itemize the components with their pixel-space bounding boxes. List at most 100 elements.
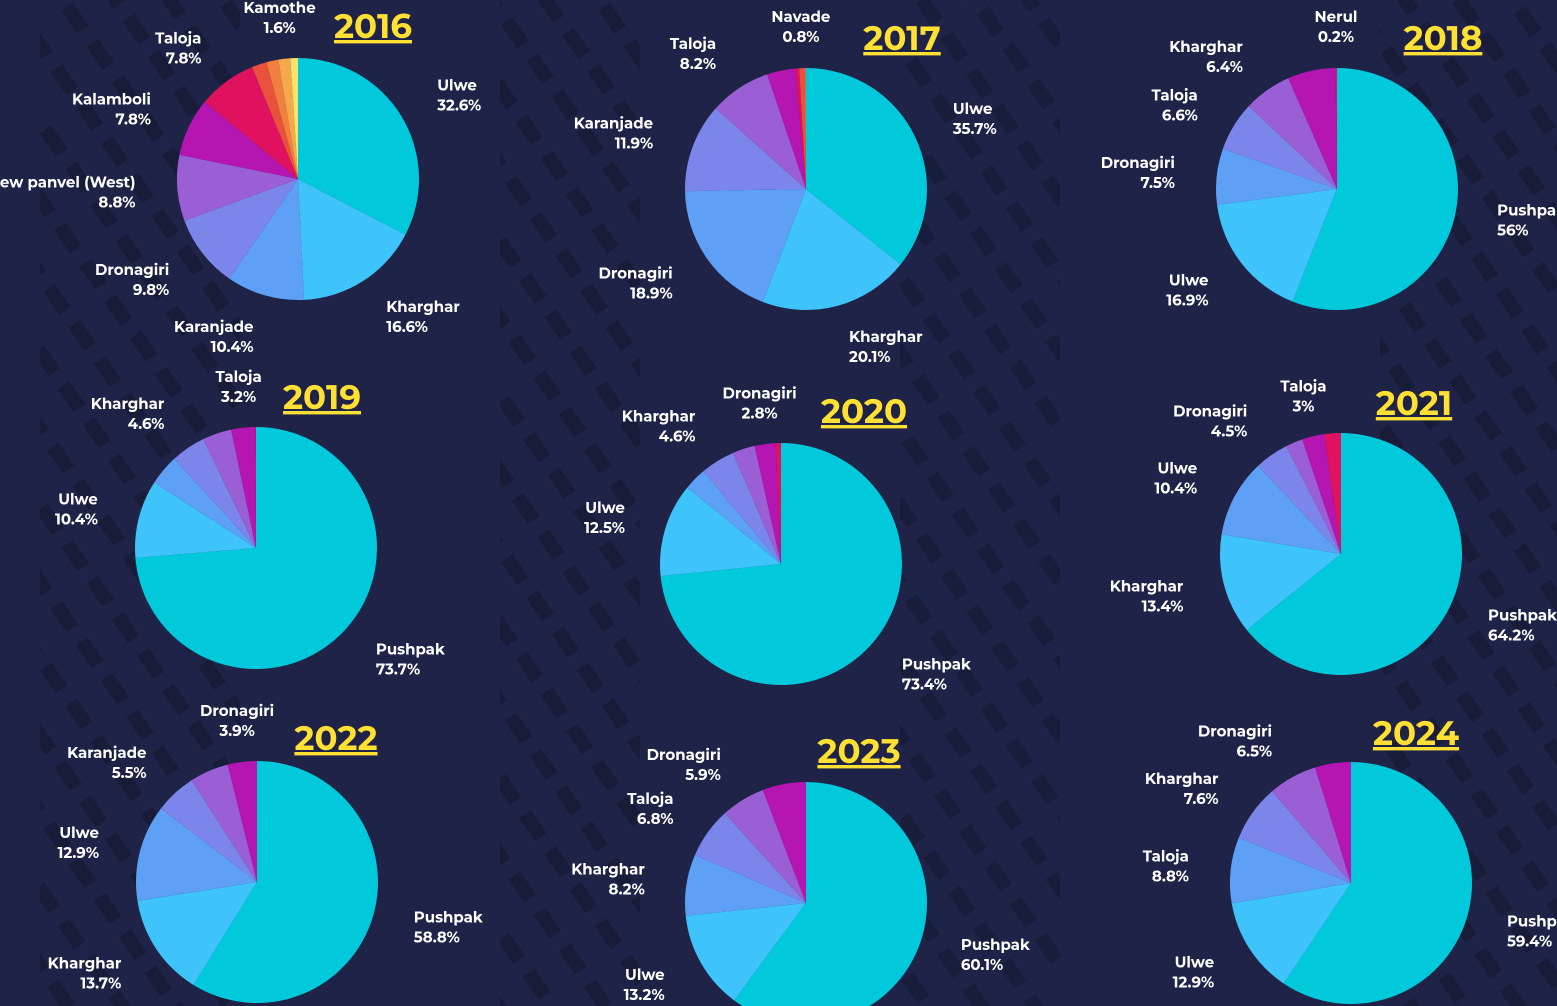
slice-label: Kalamboli (72, 90, 151, 109)
slice-label: Ulwe (1175, 953, 1215, 972)
slice-value-label: 6.4% (1206, 57, 1243, 76)
pie-slice (154, 458, 256, 548)
pie-slice (1216, 148, 1337, 205)
slice-label: Dronagiri (647, 745, 721, 764)
pie-slice (685, 189, 806, 303)
slice-value-label: 8.8% (98, 192, 135, 211)
pie-slice (137, 882, 257, 985)
pie-slice (204, 67, 298, 179)
slice-value-label: 20.1% (849, 347, 891, 366)
pie-slice (687, 471, 781, 564)
slice-value-label: 13.2% (624, 985, 665, 1004)
pie-slice (229, 179, 305, 300)
pie-slice (1217, 189, 1337, 302)
slice-label: Kharghar (1169, 37, 1243, 56)
slice-value-label: 13.7% (80, 973, 121, 992)
slice-value-label: 56% (1497, 221, 1528, 240)
pie-slice (1292, 68, 1458, 311)
chart-title: 2017 (863, 17, 940, 59)
pie-slice (174, 439, 256, 548)
pie-slice (732, 445, 781, 564)
pie-slice (1272, 767, 1351, 883)
slice-label: Pushpak (1497, 201, 1557, 220)
pie-slice (685, 108, 806, 192)
pie-slice (715, 74, 806, 189)
pie-slice (1286, 439, 1341, 554)
pie-slice (799, 68, 806, 189)
pie-slice (203, 429, 256, 548)
pie-slice (684, 854, 806, 916)
pie-slice (775, 443, 781, 564)
pie-slice (1324, 433, 1341, 554)
slice-value-label: 12.5% (584, 518, 625, 537)
chart-title: 2018 (1404, 17, 1483, 59)
slice-label: Ulwe (58, 489, 98, 508)
slice-label: Karanjade (174, 317, 253, 336)
slice-value-label: 13.4% (1142, 597, 1184, 616)
slice-label: Ulwe (1169, 270, 1209, 289)
pie-slice (685, 903, 806, 1001)
slice-label: Kharghar (48, 953, 122, 972)
slice-value-label: 8.2% (609, 880, 645, 899)
pie-slice (1238, 791, 1351, 883)
slice-label: Dronagiri (722, 383, 796, 402)
slice-label: Kharghar (386, 297, 460, 316)
pie-slice (227, 761, 257, 882)
pie-slice (290, 58, 298, 179)
slice-label: Dronagiri (95, 260, 169, 279)
slice-value-label: 60.1% (961, 955, 1003, 974)
slice-value-label: 4.6% (659, 426, 696, 445)
pie-slice (767, 68, 806, 189)
pie-slice (184, 179, 298, 279)
slice-label: Ulwe (953, 99, 993, 118)
pie-slice (177, 154, 298, 221)
pie-slice (734, 782, 927, 1006)
pie-slice (231, 427, 256, 548)
slice-value-label: 3.9% (218, 721, 255, 740)
slice-label: Pushpak (961, 935, 1030, 954)
pie-slice (298, 179, 406, 300)
slice-label: Taloja (155, 29, 201, 48)
slice-value-label: 10.4% (55, 509, 98, 528)
slice-value-label: 6.8% (637, 809, 674, 828)
slice-label: Karanjade (67, 743, 146, 762)
slice-label: Taloja (1280, 376, 1326, 395)
slice-value-label: 58.8% (414, 927, 460, 946)
slice-label: Kharghar (1110, 577, 1184, 596)
pie-slice (191, 764, 257, 882)
pie-slice (805, 68, 806, 189)
slice-label: Pushpak (902, 654, 971, 673)
slice-value-label: 16.9% (1166, 290, 1208, 309)
slice-label: Taloja (1152, 85, 1198, 104)
pie-slice (160, 780, 257, 882)
slice-label: Navade (771, 7, 830, 26)
slice-value-label: 32.6% (436, 95, 481, 114)
slice-label: Kharghar (571, 860, 645, 879)
slice-value-label: 3% (1292, 396, 1315, 415)
chart-title: 2022 (294, 717, 377, 759)
bg-pattern (500, 0, 640, 1006)
slice-value-label: 4.5% (1211, 422, 1248, 441)
slice-value-label: 18.9% (630, 284, 673, 303)
slice-label: Dronagiri (1101, 153, 1175, 172)
slice-label: Taloja (1143, 847, 1189, 866)
slice-value-label: 73.4% (902, 674, 947, 693)
pie-slice (298, 58, 419, 235)
slice-value-label: 8.2% (680, 54, 716, 73)
chart-title: 2019 (283, 376, 361, 418)
pie-slice (1335, 68, 1337, 189)
slice-label: New panvel (West) (0, 172, 135, 191)
pie-slice (762, 782, 806, 903)
slice-label: Karanjade (574, 113, 653, 132)
pie-slice (252, 62, 298, 179)
pie-slice (135, 482, 256, 558)
pie-slice (255, 427, 256, 548)
slice-value-label: 7.5% (1140, 173, 1174, 192)
slice-label: Kharghar (622, 406, 696, 425)
pie-slice (193, 760, 379, 1004)
slice-value-label: 0.8% (782, 27, 819, 46)
slice-label: Ulwe (625, 965, 665, 984)
slice-value-label: 16.6% (386, 317, 428, 336)
pie-slice (795, 68, 806, 189)
slice-value-label: 6.6% (1162, 105, 1198, 124)
